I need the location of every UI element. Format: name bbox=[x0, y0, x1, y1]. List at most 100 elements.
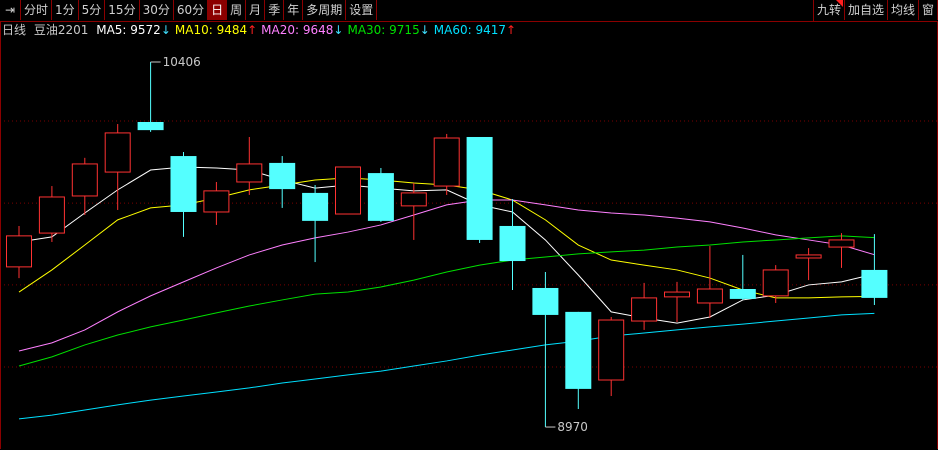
candle bbox=[6, 225, 32, 279]
candle-body bbox=[137, 121, 164, 131]
candle bbox=[335, 166, 361, 215]
period-tab[interactable]: 年 bbox=[284, 0, 304, 20]
ma-trend-arrow: ↓ bbox=[419, 23, 430, 37]
ma-legend-item: MA10: 9484↑ bbox=[175, 23, 257, 37]
period-tab[interactable]: 设置 bbox=[346, 0, 378, 20]
candle bbox=[137, 62, 164, 132]
ma-legend-item: MA20: 9648↓ bbox=[261, 23, 343, 37]
ma-value: MA60: 9417 bbox=[433, 23, 506, 37]
candle-body bbox=[466, 136, 493, 240]
candle bbox=[104, 124, 131, 210]
chart-legend: 日线 豆油2201 MA5: 9572↓ MA10: 9484↑ MA20: 964… bbox=[2, 22, 524, 38]
candle-body bbox=[532, 287, 559, 315]
candle-body bbox=[71, 163, 98, 197]
period-tab[interactable]: 60分 bbox=[174, 0, 209, 20]
candle bbox=[762, 265, 789, 303]
period-tab[interactable]: 周 bbox=[227, 0, 247, 20]
tool-button-label: 加自选 bbox=[847, 3, 884, 17]
ma-value: MA20: 9648 bbox=[261, 23, 334, 37]
candle bbox=[170, 151, 197, 237]
candle bbox=[861, 234, 888, 306]
corner-marker-icon bbox=[835, 0, 843, 7]
candle bbox=[433, 133, 460, 195]
annotation-max: 10406 bbox=[163, 55, 201, 69]
period-toolbar: ⇥ 分时 1分 5分 15分 30分 60分日周月季年多周期 设置 九转 加自选 均线窗 bbox=[0, 0, 938, 22]
ma-line-ma60 bbox=[18, 312, 875, 420]
candle bbox=[828, 233, 855, 268]
period-tab[interactable]: 日 bbox=[208, 0, 228, 20]
period-tab[interactable]: 5分 bbox=[79, 0, 106, 20]
candle-body bbox=[6, 235, 32, 268]
ma-trend-arrow: ↓ bbox=[160, 23, 171, 37]
candle bbox=[532, 271, 559, 428]
period-tab[interactable]: 多周期 bbox=[303, 0, 347, 20]
tool-button-label: 均线 bbox=[890, 3, 915, 17]
candle bbox=[664, 281, 690, 323]
candle bbox=[203, 181, 230, 225]
ma-trend-arrow: ↓ bbox=[333, 23, 344, 37]
candle-body bbox=[170, 156, 197, 212]
candle-body bbox=[367, 173, 394, 221]
tool-button[interactable]: 窗 bbox=[919, 0, 938, 20]
candle-body bbox=[302, 192, 329, 221]
candle bbox=[565, 311, 592, 409]
candle-body bbox=[598, 319, 625, 381]
candle-body bbox=[861, 269, 888, 298]
period-tab[interactable]: 1分 bbox=[52, 0, 79, 20]
candle-body bbox=[38, 196, 65, 234]
candle bbox=[38, 186, 65, 242]
tool-button[interactable]: 加自选 bbox=[845, 0, 888, 20]
candle bbox=[236, 136, 263, 195]
tool-button[interactable]: 均线 bbox=[888, 0, 919, 20]
ma-value: MA30: 9715 bbox=[347, 23, 420, 37]
tool-button[interactable]: 九转 bbox=[814, 0, 845, 20]
candle bbox=[729, 254, 756, 300]
candle-body bbox=[795, 254, 822, 259]
period-label: 日线 bbox=[2, 23, 27, 37]
ma-line-ma30 bbox=[18, 235, 875, 367]
candle-body bbox=[269, 162, 296, 190]
candle-body bbox=[729, 289, 756, 299]
right-tools: 九转 加自选 均线窗 bbox=[812, 0, 938, 21]
tool-button-label: 九转 bbox=[816, 3, 841, 17]
period-tab[interactable]: 15分 bbox=[105, 0, 140, 20]
candle-body bbox=[236, 163, 263, 183]
candle bbox=[400, 182, 427, 240]
candle bbox=[795, 248, 822, 281]
ma-value: MA5: 9572 bbox=[96, 23, 161, 37]
candle-body bbox=[762, 269, 789, 297]
ma-legend-item: MA30: 9715↓ bbox=[347, 23, 429, 37]
collapse-arrow-icon[interactable]: ⇥ bbox=[0, 0, 21, 20]
candle-body bbox=[631, 297, 658, 322]
tool-button-label: 窗 bbox=[921, 3, 934, 17]
ma-line-ma20 bbox=[18, 199, 875, 352]
candle-body bbox=[400, 192, 427, 207]
period-tabs: 分时 1分 5分 15分 30分 60分日周月季年多周期 设置 bbox=[21, 0, 378, 21]
candle-body bbox=[499, 225, 526, 262]
annotation-min: 8970 bbox=[557, 420, 588, 434]
candle bbox=[466, 136, 493, 243]
candle bbox=[71, 157, 98, 216]
candle-body bbox=[696, 288, 723, 304]
candlestick-chart[interactable]: 10406 8970 bbox=[0, 38, 938, 450]
period-tab[interactable]: 30分 bbox=[140, 0, 174, 20]
period-tab[interactable]: 月 bbox=[246, 0, 266, 20]
candle bbox=[367, 168, 394, 222]
ma-legend-item: MA60: 9417↑ bbox=[434, 23, 516, 37]
ma-trend-arrow: ↑ bbox=[247, 23, 258, 37]
candle bbox=[499, 199, 526, 291]
ma-trend-arrow: ↑ bbox=[506, 23, 517, 37]
candle bbox=[302, 185, 329, 263]
symbol-label: 豆油2201 bbox=[33, 23, 89, 37]
candle-body bbox=[104, 132, 131, 173]
ma-legend: MA5: 9572↓ MA10: 9484↑ MA20: 9648↓ MA30: 97… bbox=[96, 23, 520, 37]
candle-body bbox=[433, 137, 460, 187]
ma-legend-item: MA5: 9572↓ bbox=[96, 23, 171, 37]
candle-body bbox=[664, 291, 690, 298]
period-tab[interactable]: 分时 bbox=[21, 0, 53, 20]
candle-body bbox=[565, 311, 592, 389]
ma-value: MA10: 9484 bbox=[174, 23, 248, 37]
candle bbox=[269, 156, 296, 208]
period-tab[interactable]: 季 bbox=[265, 0, 285, 20]
candle-body bbox=[828, 239, 855, 248]
